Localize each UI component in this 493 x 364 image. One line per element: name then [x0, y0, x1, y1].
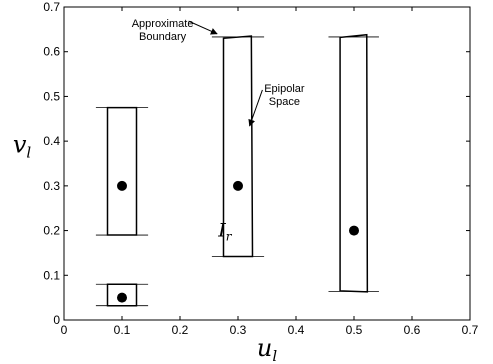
- plot-frame: [63, 6, 471, 321]
- y-axis-label: vl: [13, 130, 32, 161]
- x-tick-label: 0.3: [230, 323, 247, 337]
- data-points: [117, 180, 359, 303]
- y-tick-label: 0.4: [43, 134, 60, 148]
- annotation-text: Approximate Boundary: [132, 18, 194, 43]
- epipolar-region: [222, 35, 254, 258]
- annotation-line: Approximate: [132, 18, 194, 30]
- x-tick-label: 0: [61, 323, 68, 337]
- x-tick-label: 0.5: [346, 323, 363, 337]
- axes: [63, 6, 471, 321]
- x-tick-label: 0.2: [172, 323, 189, 337]
- epipolar-region: [106, 106, 138, 236]
- annotations: Approximate Boundary Epipolar Space: [132, 18, 305, 127]
- annotation-line: Space: [269, 96, 300, 108]
- region-label-ir: Ir: [217, 220, 233, 244]
- y-tick-label: 0: [53, 313, 60, 327]
- annotation-line: Boundary: [139, 31, 187, 43]
- y-tick-label: 0.1: [43, 268, 60, 282]
- data-point: [117, 292, 127, 303]
- data-point: [349, 225, 359, 236]
- annotation-arrow: [188, 20, 218, 35]
- y-tick-label: 0.5: [43, 89, 60, 103]
- y-tick-label: 0.7: [43, 0, 60, 14]
- epipolar-region: [339, 33, 369, 293]
- tick-labels: 0 0.1 0.2 0.3 0.4 0.5 0.6 0.7 0 0.1 0.2 0.3 0.4 0.5 0.…: [43, 0, 478, 337]
- annotation-line: Epipolar: [264, 83, 305, 95]
- y-tick-label: 0.6: [43, 45, 60, 59]
- x-tick-label: 0.4: [288, 323, 305, 337]
- x-tick-label: 0.7: [462, 323, 479, 337]
- epipolar-regions: [95, 33, 379, 307]
- annotation-text: Epipolar Space: [264, 83, 305, 108]
- annotation-arrow: [248, 89, 263, 127]
- data-point: [117, 180, 127, 191]
- x-tick-label: 0.1: [114, 323, 131, 337]
- y-tick-label: 0.3: [43, 179, 60, 193]
- x-axis-label: ul: [257, 334, 277, 364]
- data-point: [233, 180, 243, 191]
- x-tick-label: 0.6: [404, 323, 421, 337]
- y-tick-label: 0.2: [43, 224, 60, 238]
